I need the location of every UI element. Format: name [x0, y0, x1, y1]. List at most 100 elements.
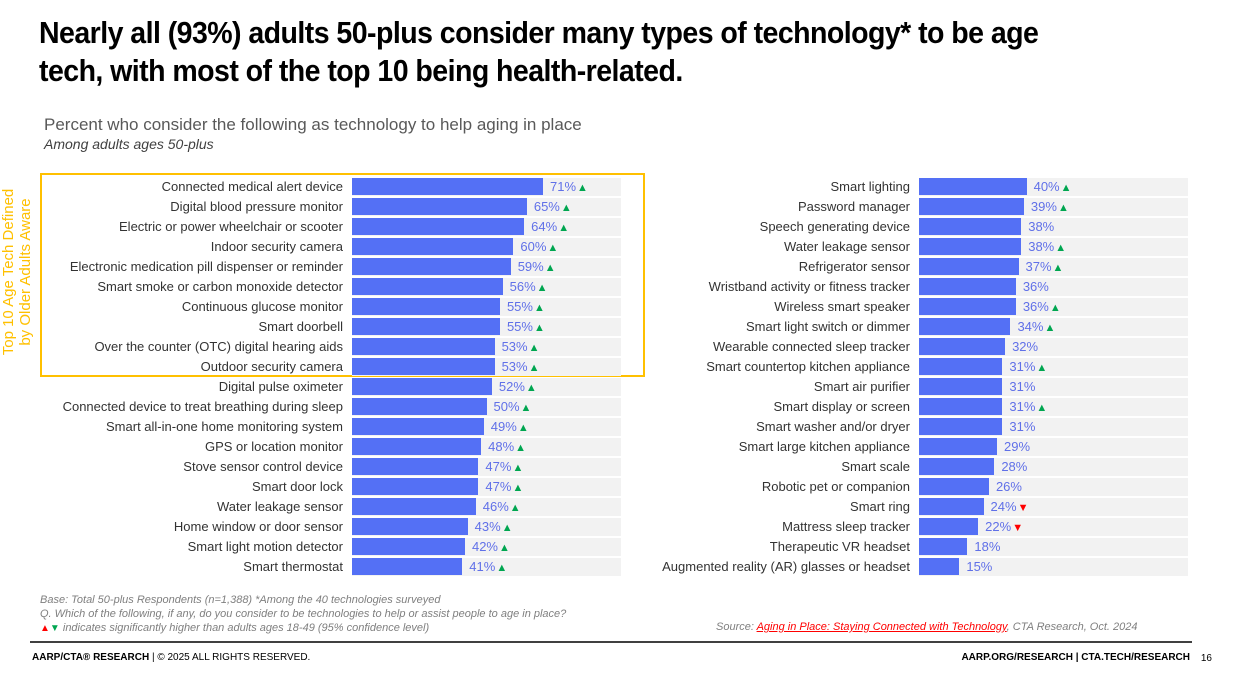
value-label: 38%▲ [1028, 237, 1066, 257]
category-label: Digital blood pressure monitor [170, 199, 343, 214]
value-label: 65%▲ [534, 197, 572, 217]
significance-up-icon: ▲ [1055, 242, 1067, 254]
value-label: 64%▲ [531, 217, 569, 237]
legend-up-triangle-icon: ▲ [40, 623, 50, 634]
value-text: 32% [1012, 339, 1039, 354]
category-label: Connected device to treat breathing duri… [62, 399, 343, 414]
value-text: 40% [1033, 179, 1060, 194]
value-text: 46% [482, 499, 509, 514]
category-label: Smart large kitchen appliance [738, 439, 910, 454]
value-text: 34% [1017, 319, 1044, 334]
bar [352, 238, 514, 255]
value-label: 47%▲ [485, 477, 523, 497]
significance-up-icon: ▲ [528, 362, 540, 374]
category-label: GPS or location monitor [204, 439, 343, 454]
bar [919, 278, 1016, 295]
chart-population-note: Among adults ages 50-plus [44, 136, 214, 152]
value-label: 50%▲ [494, 397, 532, 417]
value-label: 22%▼ [985, 517, 1023, 537]
bar [352, 378, 492, 395]
significance-up-icon: ▲ [547, 242, 559, 254]
value-label: 42%▲ [472, 537, 510, 557]
value-text: 49% [490, 419, 517, 434]
category-label: Smart thermostat [243, 559, 343, 574]
significance-up-icon: ▲ [577, 182, 588, 194]
category-label: Electric or power wheelchair or scooter [119, 219, 343, 234]
significance-up-icon: ▲ [1036, 402, 1048, 414]
value-text: 47% [485, 459, 512, 474]
value-label: 29% [1004, 437, 1030, 457]
source-link[interactable]: Aging in Place: Staying Connected with T… [756, 621, 1007, 633]
significance-up-icon: ▲ [520, 402, 532, 414]
bar [352, 518, 468, 535]
bar [919, 458, 995, 475]
category-label: Smart lighting [830, 179, 910, 194]
footer-brand: AARP/CTA® RESEARCH [32, 652, 150, 663]
legend-down-triangle-icon: ▼ [49, 623, 60, 634]
value-label: 41%▲ [469, 557, 507, 577]
bar [919, 418, 1003, 435]
value-label: 56%▲ [510, 277, 548, 297]
value-text: 29% [1004, 439, 1031, 454]
category-label: Water leakage sensor [784, 239, 910, 254]
significance-up-icon: ▲ [1060, 182, 1072, 194]
category-label: Home window or door sensor [173, 519, 343, 534]
category-label: Robotic pet or companion [761, 479, 910, 494]
category-label: Indoor security camera [210, 239, 343, 254]
significance-up-icon: ▲ [536, 282, 548, 294]
value-label: 34%▲ [1017, 317, 1055, 337]
value-text: 59% [517, 259, 544, 274]
significance-up-icon: ▲ [512, 462, 524, 474]
category-label: Password manager [798, 199, 910, 214]
value-text: 26% [995, 479, 1022, 494]
value-text: 31% [1009, 359, 1036, 374]
bar [352, 458, 479, 475]
significance-up-icon: ▲ [560, 202, 572, 214]
category-label: Stove sensor control device [183, 459, 343, 474]
bar [352, 258, 511, 275]
significance-up-icon: ▲ [509, 502, 521, 514]
bar [352, 498, 476, 515]
bar [352, 278, 503, 295]
value-label: 48%▲ [488, 437, 526, 457]
category-label: Wireless smart speaker [774, 299, 910, 314]
value-text: 52% [498, 379, 525, 394]
page-number: 16 [1200, 653, 1212, 664]
value-text: 37% [1025, 259, 1052, 274]
bar [919, 478, 989, 495]
value-text: 71% [549, 179, 577, 194]
value-text: 64% [531, 219, 558, 234]
category-label: Over the counter (OTC) digital hearing a… [94, 339, 343, 354]
bar [919, 378, 1003, 395]
value-label: 37%▲ [1026, 257, 1064, 277]
value-text: 28% [1001, 459, 1028, 474]
bar [352, 338, 495, 355]
significance-up-icon: ▲ [558, 222, 570, 234]
value-label: 18% [974, 537, 1000, 557]
value-label: 53%▲ [502, 357, 540, 377]
category-label: Electronic medication pill dispenser or … [69, 259, 343, 274]
bar-track [919, 518, 1188, 536]
value-text: 31% [1009, 399, 1036, 414]
bar [352, 558, 463, 575]
category-label: Continuous glucose monitor [181, 299, 343, 314]
significance-up-icon: ▲ [515, 442, 527, 454]
value-label: 38% [1028, 217, 1054, 237]
category-label: Speech generating device [759, 219, 910, 234]
bar [919, 298, 1016, 315]
category-label: Smart ring [850, 499, 910, 514]
bar-track [919, 498, 1188, 516]
bar [919, 538, 968, 555]
slide-title: Nearly all (93%) adults 50-plus consider… [39, 15, 1039, 88]
significance-up-icon: ▲ [512, 482, 524, 494]
bar [352, 418, 484, 435]
chart-subtitle: Percent who consider the following as te… [44, 115, 582, 134]
value-label: 55%▲ [507, 317, 545, 337]
bar [919, 498, 984, 515]
value-text: 50% [493, 399, 520, 414]
significance-up-icon: ▲ [1057, 202, 1069, 214]
bar-track [919, 538, 1188, 556]
significance-up-icon: ▲ [525, 382, 537, 394]
bar [352, 318, 500, 335]
value-text: 38% [1028, 219, 1055, 234]
